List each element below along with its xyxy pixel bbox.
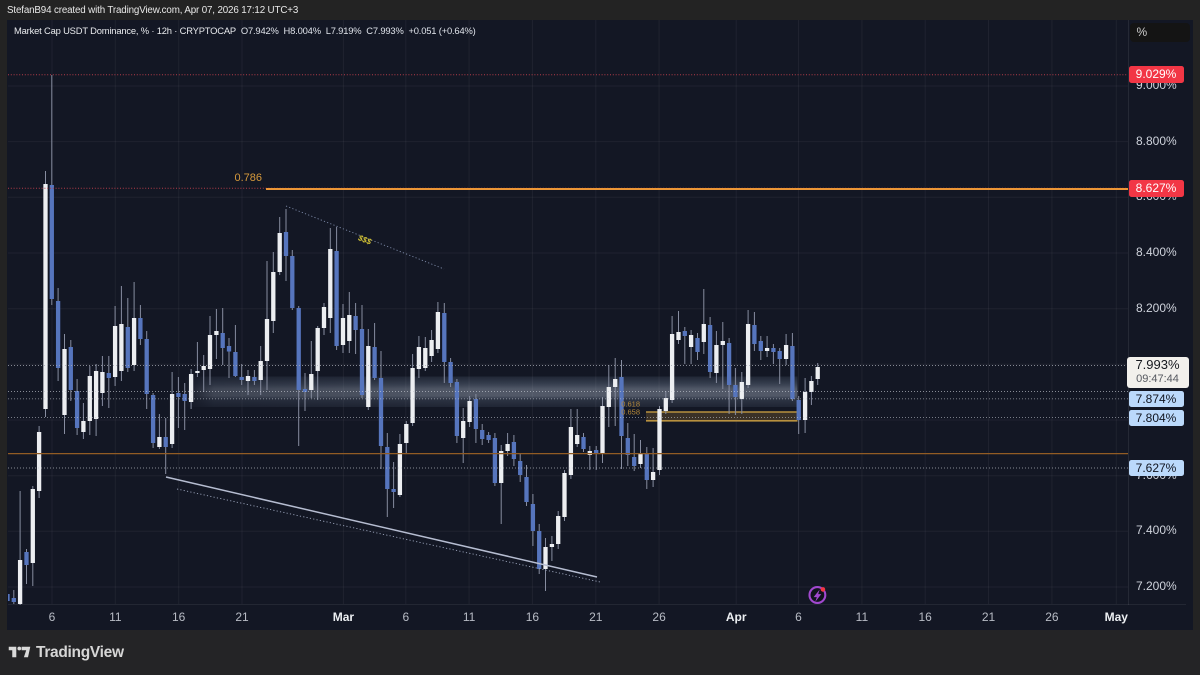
svg-text:$$$: $$$	[356, 233, 373, 247]
svg-text:0.618: 0.618	[621, 400, 640, 409]
svg-text:0.658: 0.658	[621, 408, 640, 417]
svg-text:0.786: 0.786	[234, 172, 262, 184]
